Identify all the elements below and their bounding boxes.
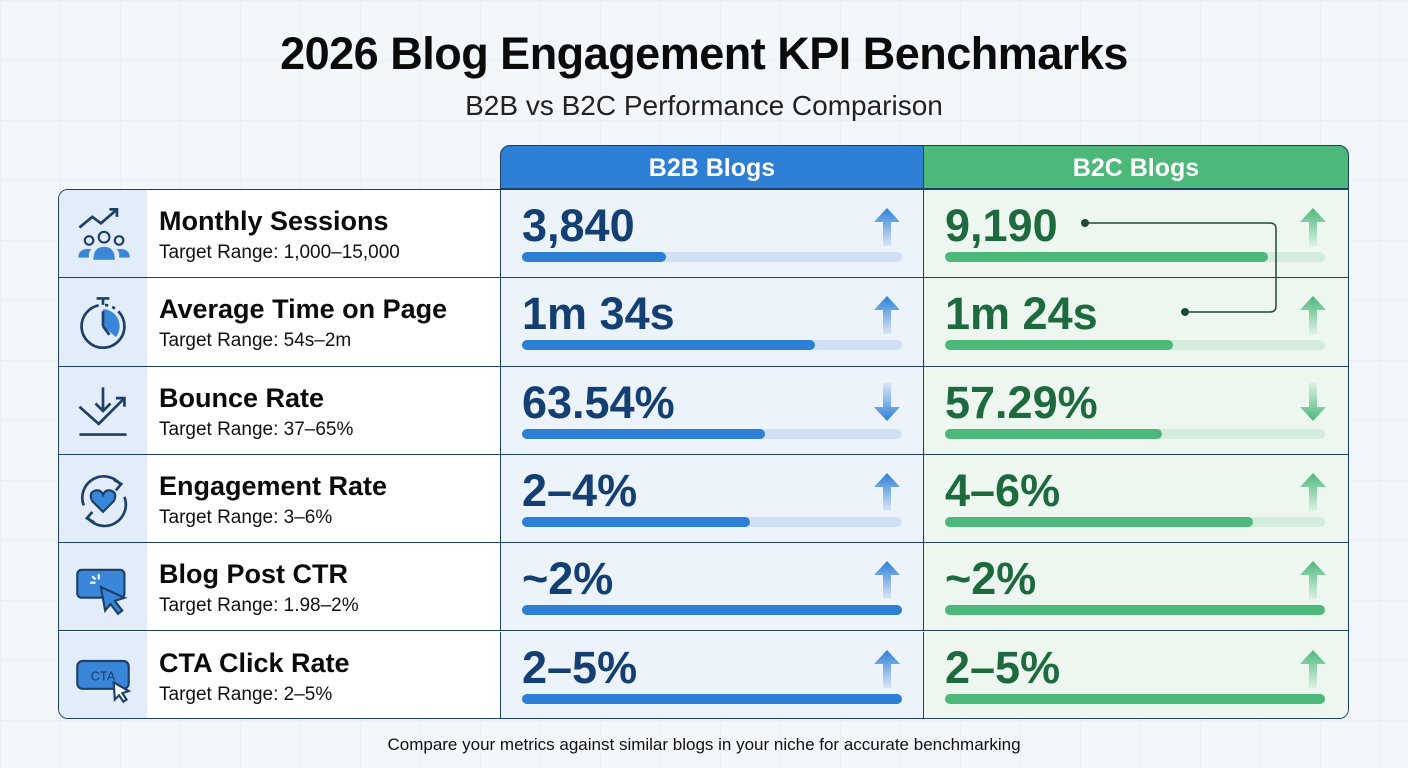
page-title: 2026 Blog Engagement KPI Benchmarks	[280, 28, 1128, 79]
b2b-bar-track	[522, 428, 902, 439]
b2b-value: 63.54%	[522, 376, 675, 428]
kpi-row: Average Time on Page Target Range: 54s–2…	[59, 278, 1348, 367]
icon-cell	[59, 543, 147, 631]
target-range: Target Range: 54s–2m	[159, 330, 352, 352]
b2c-value-cell: 9,190	[923, 190, 1348, 278]
target-range: Target Range: 3–6%	[159, 506, 333, 528]
b2c-value-cell: ~2%	[923, 543, 1348, 631]
b2c-bar-track	[945, 252, 1325, 262]
kpi-row: Blog Post CTR Target Range: 1.98–2% ~2% …	[59, 543, 1348, 632]
icon-cell	[59, 278, 147, 366]
page-subtitle: B2B vs B2C Performance Comparison	[465, 90, 943, 121]
target-range: Target Range: 37–65%	[159, 418, 354, 440]
b2b-bar-fill	[522, 428, 766, 439]
target-range: Target Range: 2–5%	[159, 683, 333, 705]
trend-up-arrow-icon	[1300, 561, 1326, 600]
kpi-row: Monthly Sessions Target Range: 1,000–15,…	[59, 190, 1348, 279]
footer-note: Compare your metrics against similar blo…	[387, 735, 1021, 754]
metric-name: Average Time on Page	[159, 294, 448, 325]
trend-up-arrow-icon	[874, 296, 900, 335]
b2c-bar-track	[945, 340, 1325, 351]
b2c-value-cell: 57.29%	[923, 366, 1348, 454]
audience-growth-icon	[78, 208, 130, 260]
svg-text:CTA: CTA	[91, 668, 116, 683]
trend-down-arrow-icon	[1300, 382, 1326, 421]
b2b-value: 2–5%	[522, 641, 638, 693]
b2b-bar-track	[522, 516, 902, 527]
b2b-value-cell: 2–5%	[500, 631, 924, 718]
b2c-value: 9,190	[945, 200, 1058, 251]
trend-up-arrow-icon	[874, 649, 900, 688]
icon-cell	[59, 454, 147, 543]
b2b-value: 1m 34s	[522, 288, 675, 340]
b2b-bar-fill	[522, 340, 815, 351]
b2c-bar-fill	[945, 428, 1162, 439]
target-range: Target Range: 1.98–2%	[159, 595, 359, 617]
b2b-bar-fill	[522, 516, 750, 527]
b2c-value: 4–6%	[945, 464, 1061, 516]
trend-down-arrow-icon	[874, 382, 900, 421]
trend-up-arrow-icon	[1300, 472, 1326, 511]
b2b-bar-track	[522, 252, 902, 262]
b2c-bar-fill	[945, 516, 1253, 527]
bounce-icon	[78, 387, 127, 436]
kpi-row: Bounce Rate Target Range: 37–65% 63.54% …	[59, 366, 1348, 455]
metric-name: Monthly Sessions	[159, 206, 389, 236]
metric-name: Engagement Rate	[159, 470, 388, 501]
stopwatch-icon	[80, 297, 126, 350]
b2b-bar-track	[522, 605, 902, 616]
b2b-value-cell: 1m 34s	[500, 278, 924, 366]
target-range: Target Range: 1,000–15,000	[159, 242, 400, 263]
b2c-bar-track	[945, 428, 1325, 439]
trend-up-arrow-icon	[874, 561, 900, 600]
trend-up-arrow-icon	[1300, 649, 1326, 688]
metric-name: Blog Post CTR	[159, 559, 348, 590]
b2b-value-cell: ~2%	[500, 543, 924, 631]
column-header-b2b: B2B Blogs	[500, 145, 924, 189]
b2b-value: 2–4%	[522, 464, 638, 516]
kpi-row: CTA CTA Click Rate Target Range: 2–5% 2–…	[59, 631, 1348, 718]
b2b-value-cell: 2–4%	[500, 454, 924, 543]
trend-up-arrow-icon	[874, 472, 900, 511]
icon-cell: CTA	[59, 631, 147, 718]
b2c-value: 1m 24s	[945, 288, 1098, 340]
kpi-table: Monthly Sessions Target Range: 1,000–15,…	[58, 189, 1349, 719]
b2c-bar-fill	[945, 340, 1173, 351]
b2c-value: 57.29%	[945, 376, 1098, 428]
icon-cell	[59, 190, 147, 278]
b2b-bar-fill	[522, 252, 667, 262]
b2c-bar-fill	[945, 693, 1325, 704]
click-cursor-icon	[76, 568, 128, 616]
cta-button-icon: CTA	[76, 659, 132, 703]
b2b-bar-track	[522, 693, 902, 704]
b2b-value: 3,840	[522, 200, 635, 251]
icon-cell	[59, 366, 147, 454]
b2b-bar-fill	[522, 605, 902, 616]
b2c-value: ~2%	[945, 553, 1037, 605]
heart-cycle-icon	[80, 474, 128, 528]
trend-up-arrow-icon	[1300, 208, 1326, 246]
column-header-b2c: B2C Blogs	[923, 145, 1349, 189]
b2b-value-cell: 3,840	[500, 190, 924, 278]
b2b-value-cell: 63.54%	[500, 366, 924, 454]
trend-up-arrow-icon	[1300, 296, 1326, 335]
b2c-bar-track	[945, 605, 1325, 616]
b2b-bar-track	[522, 340, 902, 351]
b2c-value-cell: 4–6%	[923, 454, 1348, 543]
metric-name: Bounce Rate	[159, 382, 325, 413]
b2c-bar-track	[945, 693, 1325, 704]
b2b-value: ~2%	[522, 553, 614, 605]
b2c-value-cell: 2–5%	[923, 631, 1348, 718]
b2c-bar-fill	[945, 252, 1268, 262]
b2c-value: 2–5%	[945, 641, 1061, 693]
metric-name: CTA Click Rate	[159, 647, 350, 678]
b2b-bar-fill	[522, 693, 902, 704]
b2c-value-cell: 1m 24s	[923, 278, 1348, 366]
b2c-bar-fill	[945, 605, 1325, 616]
kpi-row: Engagement Rate Target Range: 3–6% 2–4% …	[59, 454, 1348, 544]
trend-up-arrow-icon	[874, 208, 900, 246]
b2c-bar-track	[945, 516, 1325, 527]
